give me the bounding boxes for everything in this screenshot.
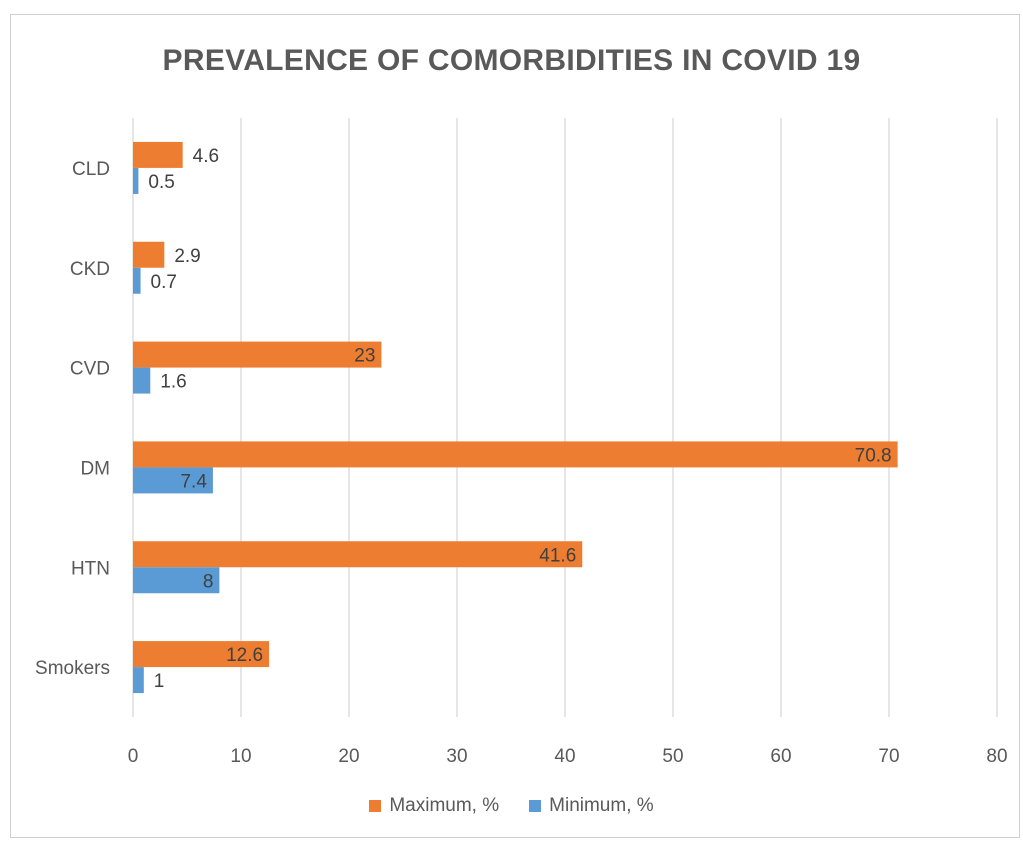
legend-label-minimum: Minimum, % xyxy=(549,795,654,816)
data-label-max-cld: 4.6 xyxy=(193,146,219,167)
legend-swatch-minimum xyxy=(529,800,542,812)
bar-max-cld xyxy=(133,141,183,168)
bar-max-ckd xyxy=(133,241,165,268)
bar-min-cvd xyxy=(133,367,151,394)
data-label-min-dm: 7.4 xyxy=(180,471,207,492)
data-label-min-htn: 8 xyxy=(203,571,214,592)
chart-title: PREVALENCE OF COMORBIDITIES IN COVID 19 xyxy=(162,44,861,77)
bar-min-smokers xyxy=(133,667,144,694)
bar-max-dm xyxy=(133,441,898,468)
gridlines xyxy=(132,118,998,717)
category-label-htn: HTN xyxy=(71,558,110,579)
category-label-smokers: Smokers xyxy=(35,658,110,679)
bar-max-cvd xyxy=(133,341,382,368)
bars xyxy=(133,141,898,694)
data-label-min-ckd: 0.7 xyxy=(151,272,177,293)
legend-swatch-maximum xyxy=(369,800,382,812)
tick-label-40: 40 xyxy=(554,746,575,767)
data-label-min-cld: 0.5 xyxy=(148,172,174,193)
tick-labels: 0 10 20 30 40 50 60 70 80 xyxy=(128,746,1008,767)
bar-max-htn xyxy=(133,541,583,568)
tick-label-20: 20 xyxy=(338,746,359,767)
legend: Maximum, % Minimum, % xyxy=(0,795,1023,817)
category-label-dm: DM xyxy=(80,458,110,479)
category-labels: CLD CKD CVD DM HTN Smokers xyxy=(35,159,110,679)
data-labels: 4.6 0.5 2.9 0.7 23 1.6 70.8 7.4 41.6 8 12.6 1 xyxy=(148,146,891,692)
data-label-max-htn: 41.6 xyxy=(539,545,576,566)
bar-min-cld xyxy=(133,167,139,194)
data-label-min-cvd: 1.6 xyxy=(160,372,186,393)
tick-label-70: 70 xyxy=(878,746,899,767)
legend-item-maximum: Maximum, % xyxy=(369,795,499,817)
tick-label-10: 10 xyxy=(230,746,251,767)
category-label-ckd: CKD xyxy=(70,259,110,280)
tick-label-30: 30 xyxy=(446,746,467,767)
data-label-max-ckd: 2.9 xyxy=(174,246,200,267)
legend-label-maximum: Maximum, % xyxy=(389,795,500,816)
category-label-cld: CLD xyxy=(72,159,110,180)
data-label-max-smokers: 12.6 xyxy=(226,645,263,666)
bar-min-dm xyxy=(133,467,213,494)
bar-max-smokers xyxy=(133,641,270,668)
tick-label-60: 60 xyxy=(770,746,791,767)
tick-label-50: 50 xyxy=(662,746,683,767)
legend-item-minimum: Minimum, % xyxy=(529,795,654,817)
tick-label-0: 0 xyxy=(128,746,139,767)
bar-min-htn xyxy=(133,567,220,594)
category-label-cvd: CVD xyxy=(70,359,110,380)
tick-label-80: 80 xyxy=(986,746,1007,767)
data-label-max-cvd: 23 xyxy=(354,346,375,367)
data-label-max-dm: 70.8 xyxy=(855,445,892,466)
data-label-min-smokers: 1 xyxy=(154,671,165,692)
bar-min-ckd xyxy=(133,267,141,294)
